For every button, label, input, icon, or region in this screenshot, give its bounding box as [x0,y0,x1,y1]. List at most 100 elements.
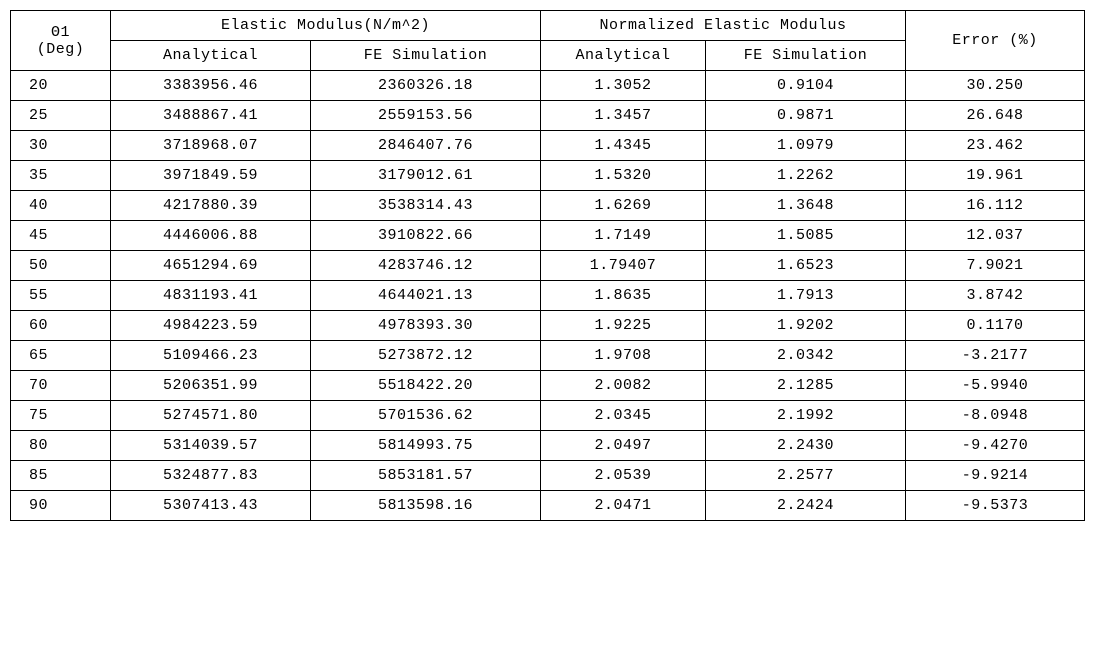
cell-error: 23.462 [906,131,1085,161]
cell-error: -9.9214 [906,461,1085,491]
cell-nm-analytical: 2.0345 [541,401,706,431]
cell-nm-fe: 2.1285 [706,371,906,401]
cell-theta: 45 [11,221,111,251]
cell-nm-fe: 0.9104 [706,71,906,101]
cell-em-fe: 5518422.20 [311,371,541,401]
cell-nm-analytical: 1.7149 [541,221,706,251]
cell-error: -8.0948 [906,401,1085,431]
col-header-normalized: Normalized Elastic Modulus [541,11,906,41]
cell-nm-analytical: 1.8635 [541,281,706,311]
cell-error: 16.112 [906,191,1085,221]
cell-theta: 80 [11,431,111,461]
cell-theta: 65 [11,341,111,371]
cell-nm-analytical: 1.9708 [541,341,706,371]
cell-em-fe: 5814993.75 [311,431,541,461]
table-row: 504651294.694283746.121.794071.65237.902… [11,251,1085,281]
cell-theta: 40 [11,191,111,221]
cell-em-fe: 2559153.56 [311,101,541,131]
cell-em-analytical: 5324877.83 [111,461,311,491]
cell-error: -9.5373 [906,491,1085,521]
table-row: 604984223.594978393.301.92251.92020.1170 [11,311,1085,341]
cell-error: 0.1170 [906,311,1085,341]
cell-nm-fe: 1.5085 [706,221,906,251]
col-header-elastic-modulus: Elastic Modulus(N/m^2) [111,11,541,41]
cell-theta: 70 [11,371,111,401]
table-row: 905307413.435813598.162.04712.2424-9.537… [11,491,1085,521]
cell-error: -5.9940 [906,371,1085,401]
table-row: 855324877.835853181.572.05392.2577-9.921… [11,461,1085,491]
elastic-modulus-table: Θ1 (Deg) Elastic Modulus(N/m^2) Normaliz… [10,10,1085,521]
cell-em-fe: 2360326.18 [311,71,541,101]
table-row: 404217880.393538314.431.62691.364816.112 [11,191,1085,221]
table-header: Θ1 (Deg) Elastic Modulus(N/m^2) Normaliz… [11,11,1085,71]
cell-nm-analytical: 2.0082 [541,371,706,401]
cell-nm-analytical: 2.0471 [541,491,706,521]
cell-nm-analytical: 1.79407 [541,251,706,281]
cell-em-analytical: 5314039.57 [111,431,311,461]
cell-em-fe: 4283746.12 [311,251,541,281]
cell-nm-analytical: 1.4345 [541,131,706,161]
table-row: 755274571.805701536.622.03452.1992-8.094… [11,401,1085,431]
cell-theta: 50 [11,251,111,281]
cell-em-fe: 5701536.62 [311,401,541,431]
cell-nm-fe: 1.3648 [706,191,906,221]
table-row: 203383956.462360326.181.30520.910430.250 [11,71,1085,101]
cell-error: 3.8742 [906,281,1085,311]
cell-theta: 75 [11,401,111,431]
cell-em-fe: 3538314.43 [311,191,541,221]
cell-theta: 90 [11,491,111,521]
cell-theta: 30 [11,131,111,161]
table-row: 253488867.412559153.561.34570.987126.648 [11,101,1085,131]
cell-error: 7.9021 [906,251,1085,281]
cell-nm-analytical: 1.3052 [541,71,706,101]
cell-nm-analytical: 1.9225 [541,311,706,341]
cell-nm-fe: 1.0979 [706,131,906,161]
cell-em-fe: 4644021.13 [311,281,541,311]
cell-nm-fe: 1.7913 [706,281,906,311]
table-body: 203383956.462360326.181.30520.910430.250… [11,71,1085,521]
cell-nm-fe: 2.1992 [706,401,906,431]
col-header-em-fe: FE Simulation [311,41,541,71]
cell-theta: 85 [11,461,111,491]
table-row: 554831193.414644021.131.86351.79133.8742 [11,281,1085,311]
cell-nm-fe: 0.9871 [706,101,906,131]
table-row: 705206351.995518422.202.00822.1285-5.994… [11,371,1085,401]
cell-em-fe: 3910822.66 [311,221,541,251]
cell-em-fe: 4978393.30 [311,311,541,341]
table-row: 454446006.883910822.661.71491.508512.037 [11,221,1085,251]
table-row: 353971849.593179012.611.53201.226219.961 [11,161,1085,191]
cell-nm-analytical: 1.6269 [541,191,706,221]
cell-nm-fe: 2.2577 [706,461,906,491]
table-row: 303718968.072846407.761.43451.097923.462 [11,131,1085,161]
cell-em-fe: 2846407.76 [311,131,541,161]
col-header-em-analytical: Analytical [111,41,311,71]
cell-em-analytical: 5307413.43 [111,491,311,521]
cell-nm-fe: 2.0342 [706,341,906,371]
cell-em-analytical: 4217880.39 [111,191,311,221]
cell-error: 12.037 [906,221,1085,251]
cell-em-fe: 5813598.16 [311,491,541,521]
cell-error: -3.2177 [906,341,1085,371]
col-header-theta: Θ1 (Deg) [11,11,111,71]
cell-nm-fe: 1.2262 [706,161,906,191]
theta-unit: (Deg) [37,41,85,58]
col-header-error: Error (%) [906,11,1085,71]
cell-em-analytical: 4984223.59 [111,311,311,341]
cell-nm-analytical: 2.0497 [541,431,706,461]
theta-symbol: Θ1 [51,24,70,41]
cell-theta: 35 [11,161,111,191]
table-row: 655109466.235273872.121.97082.0342-3.217… [11,341,1085,371]
table-row: 805314039.575814993.752.04972.2430-9.427… [11,431,1085,461]
cell-theta: 25 [11,101,111,131]
cell-em-analytical: 5274571.80 [111,401,311,431]
cell-em-fe: 3179012.61 [311,161,541,191]
cell-error: -9.4270 [906,431,1085,461]
col-header-nm-fe: FE Simulation [706,41,906,71]
cell-error: 26.648 [906,101,1085,131]
col-header-nm-analytical: Analytical [541,41,706,71]
cell-em-fe: 5853181.57 [311,461,541,491]
cell-em-fe: 5273872.12 [311,341,541,371]
cell-em-analytical: 5109466.23 [111,341,311,371]
cell-em-analytical: 4831193.41 [111,281,311,311]
cell-error: 30.250 [906,71,1085,101]
